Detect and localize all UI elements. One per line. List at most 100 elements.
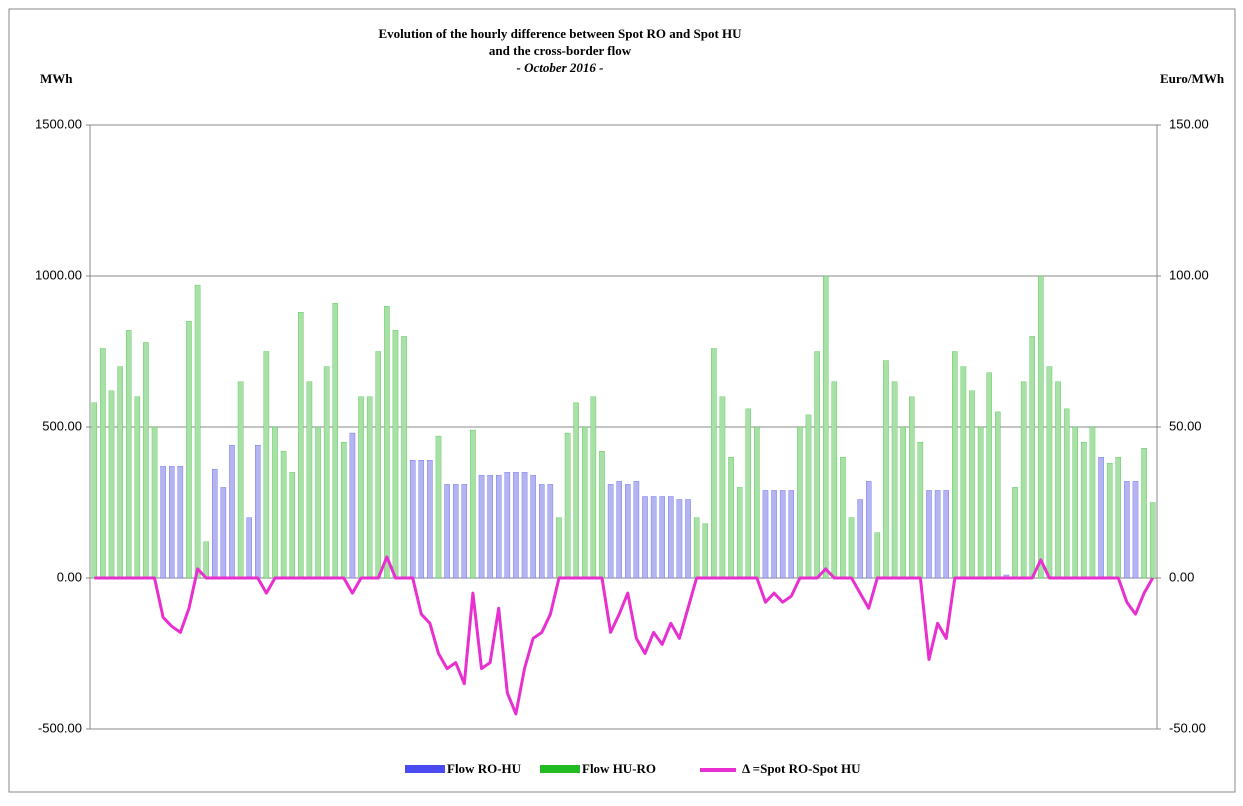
- bar: [633, 481, 640, 579]
- bar: [1012, 487, 1018, 579]
- bar: [255, 444, 261, 579]
- bar: [668, 496, 674, 579]
- bar: [934, 490, 941, 579]
- bar: [1115, 457, 1122, 579]
- bar: [642, 496, 648, 579]
- y2-tick-label: 50.00: [1169, 418, 1202, 433]
- bar: [306, 381, 313, 579]
- bar: [693, 517, 700, 579]
- y-tick-label: 0.00: [57, 569, 82, 584]
- bar: [504, 472, 511, 579]
- bar: [625, 484, 631, 579]
- y-tick-label: 500.00: [42, 418, 82, 433]
- bar: [401, 336, 407, 579]
- bar: [952, 351, 958, 579]
- chart-subtitle: - October 2016 -: [516, 60, 603, 75]
- bar: [487, 475, 493, 579]
- bar: [91, 402, 98, 579]
- bar: [375, 351, 381, 579]
- bar: [599, 451, 605, 579]
- chart-title: and the cross-border flow: [489, 43, 632, 58]
- bar: [702, 523, 708, 579]
- bar: [341, 441, 347, 579]
- bar: [229, 444, 235, 579]
- bar: [495, 475, 502, 579]
- bar: [169, 466, 175, 579]
- bar: [986, 372, 992, 579]
- bar: [298, 312, 304, 579]
- bar: [771, 490, 777, 579]
- bar: [607, 484, 614, 579]
- bar: [521, 472, 528, 579]
- bar: [1038, 275, 1044, 579]
- bar: [409, 460, 416, 579]
- bar: [452, 484, 459, 579]
- bar: [418, 460, 425, 579]
- bar: [883, 360, 889, 579]
- bar: [108, 390, 115, 579]
- bar: [1141, 447, 1147, 579]
- bar: [779, 490, 786, 579]
- bar: [926, 490, 932, 579]
- legend-swatch: [700, 768, 736, 772]
- bar: [685, 499, 691, 579]
- bar: [220, 487, 227, 579]
- bar: [556, 517, 562, 579]
- y2-tick-label: 0.00: [1169, 569, 1194, 584]
- bar: [315, 426, 321, 579]
- bar: [1149, 502, 1156, 579]
- bar: [125, 330, 132, 579]
- bar: [100, 348, 106, 579]
- bar: [943, 490, 949, 579]
- bar: [1124, 481, 1130, 579]
- bar: [539, 484, 545, 579]
- y2-tick-label: 100.00: [1169, 267, 1209, 282]
- bar: [1055, 381, 1061, 579]
- bar: [461, 484, 468, 579]
- bar: [1020, 381, 1027, 579]
- bar: [289, 472, 295, 579]
- legend-label: Δ =Spot RO-Spot HU: [742, 761, 861, 776]
- bar: [1089, 426, 1096, 579]
- bar: [831, 381, 838, 579]
- chart-title: Evolution of the hourly difference betwe…: [378, 26, 742, 41]
- bar: [117, 366, 123, 579]
- bar: [736, 487, 743, 579]
- bar: [659, 496, 665, 579]
- bar: [590, 396, 597, 579]
- legend-label: Flow RO-HU: [447, 761, 522, 776]
- bar: [909, 396, 915, 579]
- bar: [995, 411, 1001, 579]
- bar: [134, 396, 141, 579]
- bar: [392, 330, 399, 579]
- bar: [212, 469, 218, 579]
- bar: [564, 432, 571, 579]
- bar: [547, 484, 554, 579]
- bar: [177, 466, 184, 579]
- bar: [1106, 463, 1113, 579]
- legend-label: Flow HU-RO: [582, 761, 656, 776]
- bar: [237, 381, 244, 579]
- bar: [143, 342, 149, 579]
- bar: [272, 426, 278, 579]
- bar: [1063, 408, 1070, 579]
- y-axis-label: MWh: [40, 71, 73, 86]
- bar: [332, 303, 338, 579]
- bar: [263, 351, 270, 579]
- bar: [977, 426, 984, 579]
- bar: [530, 475, 536, 579]
- bar: [194, 284, 201, 579]
- y2-axis-label: Euro/MWh: [1160, 71, 1225, 86]
- bar: [917, 441, 924, 579]
- bar: [513, 472, 519, 579]
- bar: [840, 457, 846, 579]
- bar: [866, 481, 872, 579]
- bar: [676, 499, 683, 579]
- bar: [1046, 366, 1053, 579]
- bar: [900, 426, 906, 579]
- bar: [745, 408, 752, 579]
- bar: [427, 460, 433, 579]
- y-tick-label: 1500.00: [35, 116, 82, 131]
- bar: [151, 426, 158, 579]
- bar: [384, 306, 390, 579]
